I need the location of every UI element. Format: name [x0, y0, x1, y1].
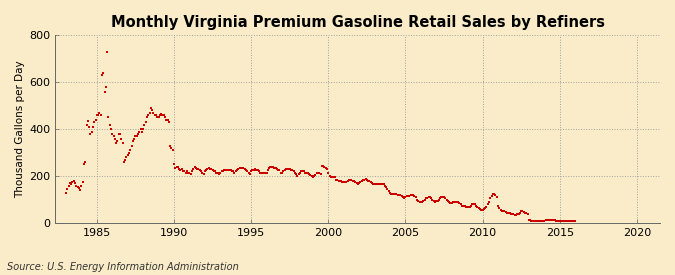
Y-axis label: Thousand Gallons per Day: Thousand Gallons per Day: [15, 60, 25, 198]
Title: Monthly Virginia Premium Gasoline Retail Sales by Refiners: Monthly Virginia Premium Gasoline Retail…: [111, 15, 605, 30]
Text: Source: U.S. Energy Information Administration: Source: U.S. Energy Information Administ…: [7, 262, 238, 271]
